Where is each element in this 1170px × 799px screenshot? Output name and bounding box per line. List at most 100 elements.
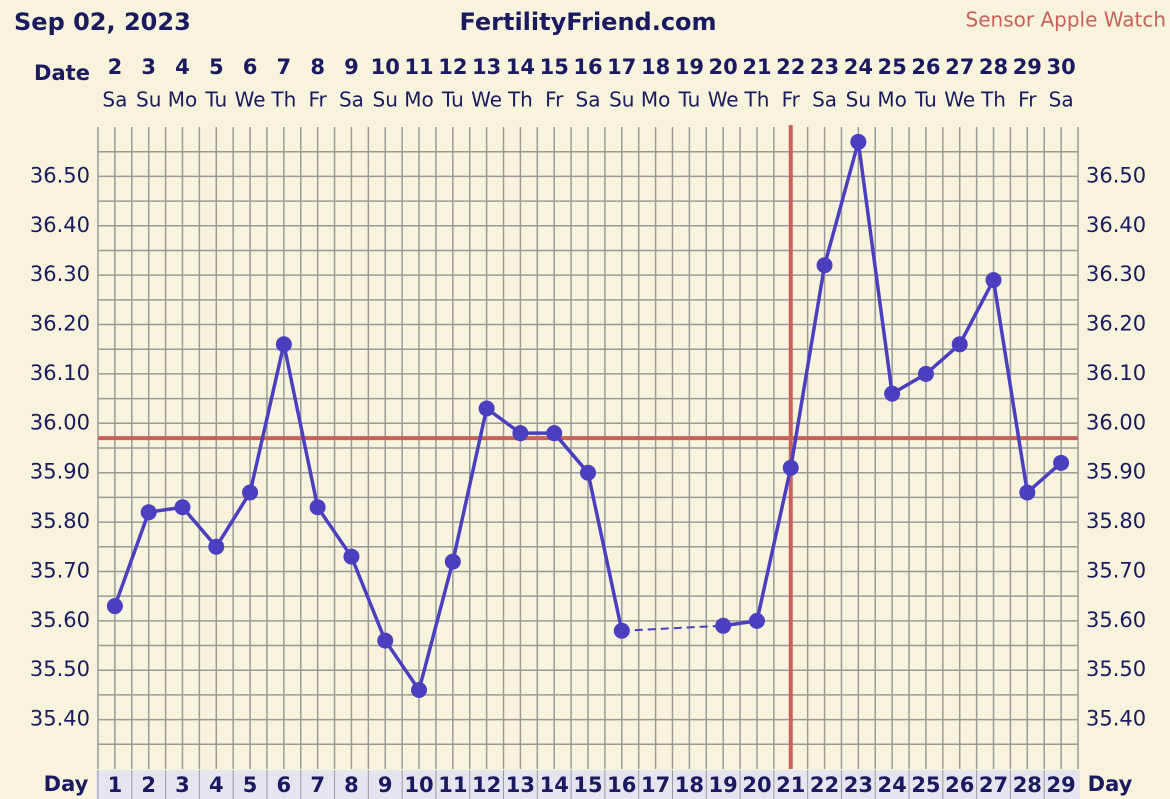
weekday-label: Sa [339,88,364,112]
date-label: 17 [607,55,636,79]
x-tick-label: 15 [573,773,602,797]
x-tick-label: 9 [378,773,393,797]
y2-tick-label: 35.70 [1086,558,1146,582]
x-tick-label: 6 [277,773,292,797]
temperature-point [816,257,833,274]
temperature-point [377,632,394,649]
x-tick-label: 2 [141,773,156,797]
x-tick-label: 10 [404,773,433,797]
date-label: 24 [844,55,873,79]
temperature-point [275,336,292,353]
x-tick-label: 11 [438,773,467,797]
x-tick-label: 4 [209,773,224,797]
date-label: 29 [1013,55,1042,79]
y-tick-label: 35.50 [30,657,90,681]
temperature-point [951,336,968,353]
date-label: 4 [175,55,190,79]
weekday-label: Th [744,88,770,112]
weekday-label: Mo [877,88,907,112]
x-tick-label: 26 [945,773,974,797]
weekday-label: Fr [309,88,328,112]
x-tick-label: 19 [709,773,738,797]
gap-connector [621,624,724,632]
temperature-point [309,499,326,516]
date-label: 10 [371,55,400,79]
day-row [96,770,1080,799]
weekday-label: Su [136,88,161,112]
weekday-label: Fr [545,88,564,112]
temperature-point [174,499,191,516]
y-tick-label: 36.30 [30,262,90,286]
x-tick-label: 28 [1013,773,1042,797]
temperature-point [782,459,799,476]
date-label: 15 [540,55,569,79]
x-tick-label: 23 [844,773,873,797]
weekday-label: Sa [576,88,601,112]
x-tick-label: 8 [344,773,359,797]
temperature-point [444,553,461,570]
date-label: 27 [945,55,974,79]
weekday-label: Tu [441,88,464,112]
x-tick-label: 14 [540,773,569,797]
temperature-point [512,425,529,442]
y-tick-label: 36.10 [30,361,90,385]
weekday-label: Fr [782,88,801,112]
weekday-label: We [235,88,266,112]
date-label: 20 [709,55,738,79]
weekday-label: Th [507,88,533,112]
weekday-label: Su [846,88,871,112]
weekday-label: Th [270,88,296,112]
temperature-point [580,464,596,481]
date-label: 7 [277,55,292,79]
date-label: 2 [108,55,123,79]
x-tick-label: 7 [310,773,325,797]
chart-title: FertilityFriend.com [459,8,716,36]
date-label: 12 [438,55,467,79]
weekday-label: Mo [404,88,434,112]
weekday-label: Sa [102,88,127,112]
temperature-point [613,622,630,639]
date-title: Sep 02, 2023 [14,8,191,36]
x-tick-label: 3 [175,773,190,797]
date-label: 23 [810,55,839,79]
y-tick-label: 36.20 [30,312,90,336]
weekday-label: Tu [914,88,937,112]
y2-tick-label: 35.80 [1086,509,1146,533]
date-label: 8 [310,55,325,79]
date-label: 3 [141,55,156,79]
chart-subtitle: Sensor Apple Watch [966,8,1166,32]
y-tick-label: 36.40 [30,213,90,237]
y-tick-label: 35.40 [30,707,90,731]
temperature-point [1019,484,1036,501]
date-label: 22 [776,55,805,79]
temperature-point [1053,454,1070,471]
x-tick-label: 17 [641,773,670,797]
y2-tick-label: 35.50 [1086,657,1146,681]
day-label: Day [44,772,89,796]
weekday-label: Tu [677,88,700,112]
y2-tick-label: 36.30 [1086,262,1146,286]
x-tick-label: 21 [776,773,805,797]
temperature-point [140,504,157,521]
x-tick-label: 16 [607,773,636,797]
date-label: 18 [641,55,670,79]
y2-tick-label: 36.20 [1086,312,1146,336]
weekday-label: Sa [1049,88,1074,112]
weekday-label: We [944,88,975,112]
x-tick-label: 12 [472,773,501,797]
temperature-point [850,133,867,150]
x-tick-label: 1 [108,773,123,797]
y-tick-label: 35.80 [30,509,90,533]
date-label: 30 [1046,55,1075,79]
y2-tick-label: 36.00 [1086,410,1146,434]
date-label: 13 [472,55,501,79]
weekday-label: Tu [204,88,227,112]
y-tick-label: 36.50 [30,163,90,187]
temperature-point [208,538,225,555]
date-label: 26 [911,55,940,79]
temperature-point [917,365,934,382]
x-tick-label: 18 [675,773,704,797]
x-tick-label: 29 [1046,773,1075,797]
